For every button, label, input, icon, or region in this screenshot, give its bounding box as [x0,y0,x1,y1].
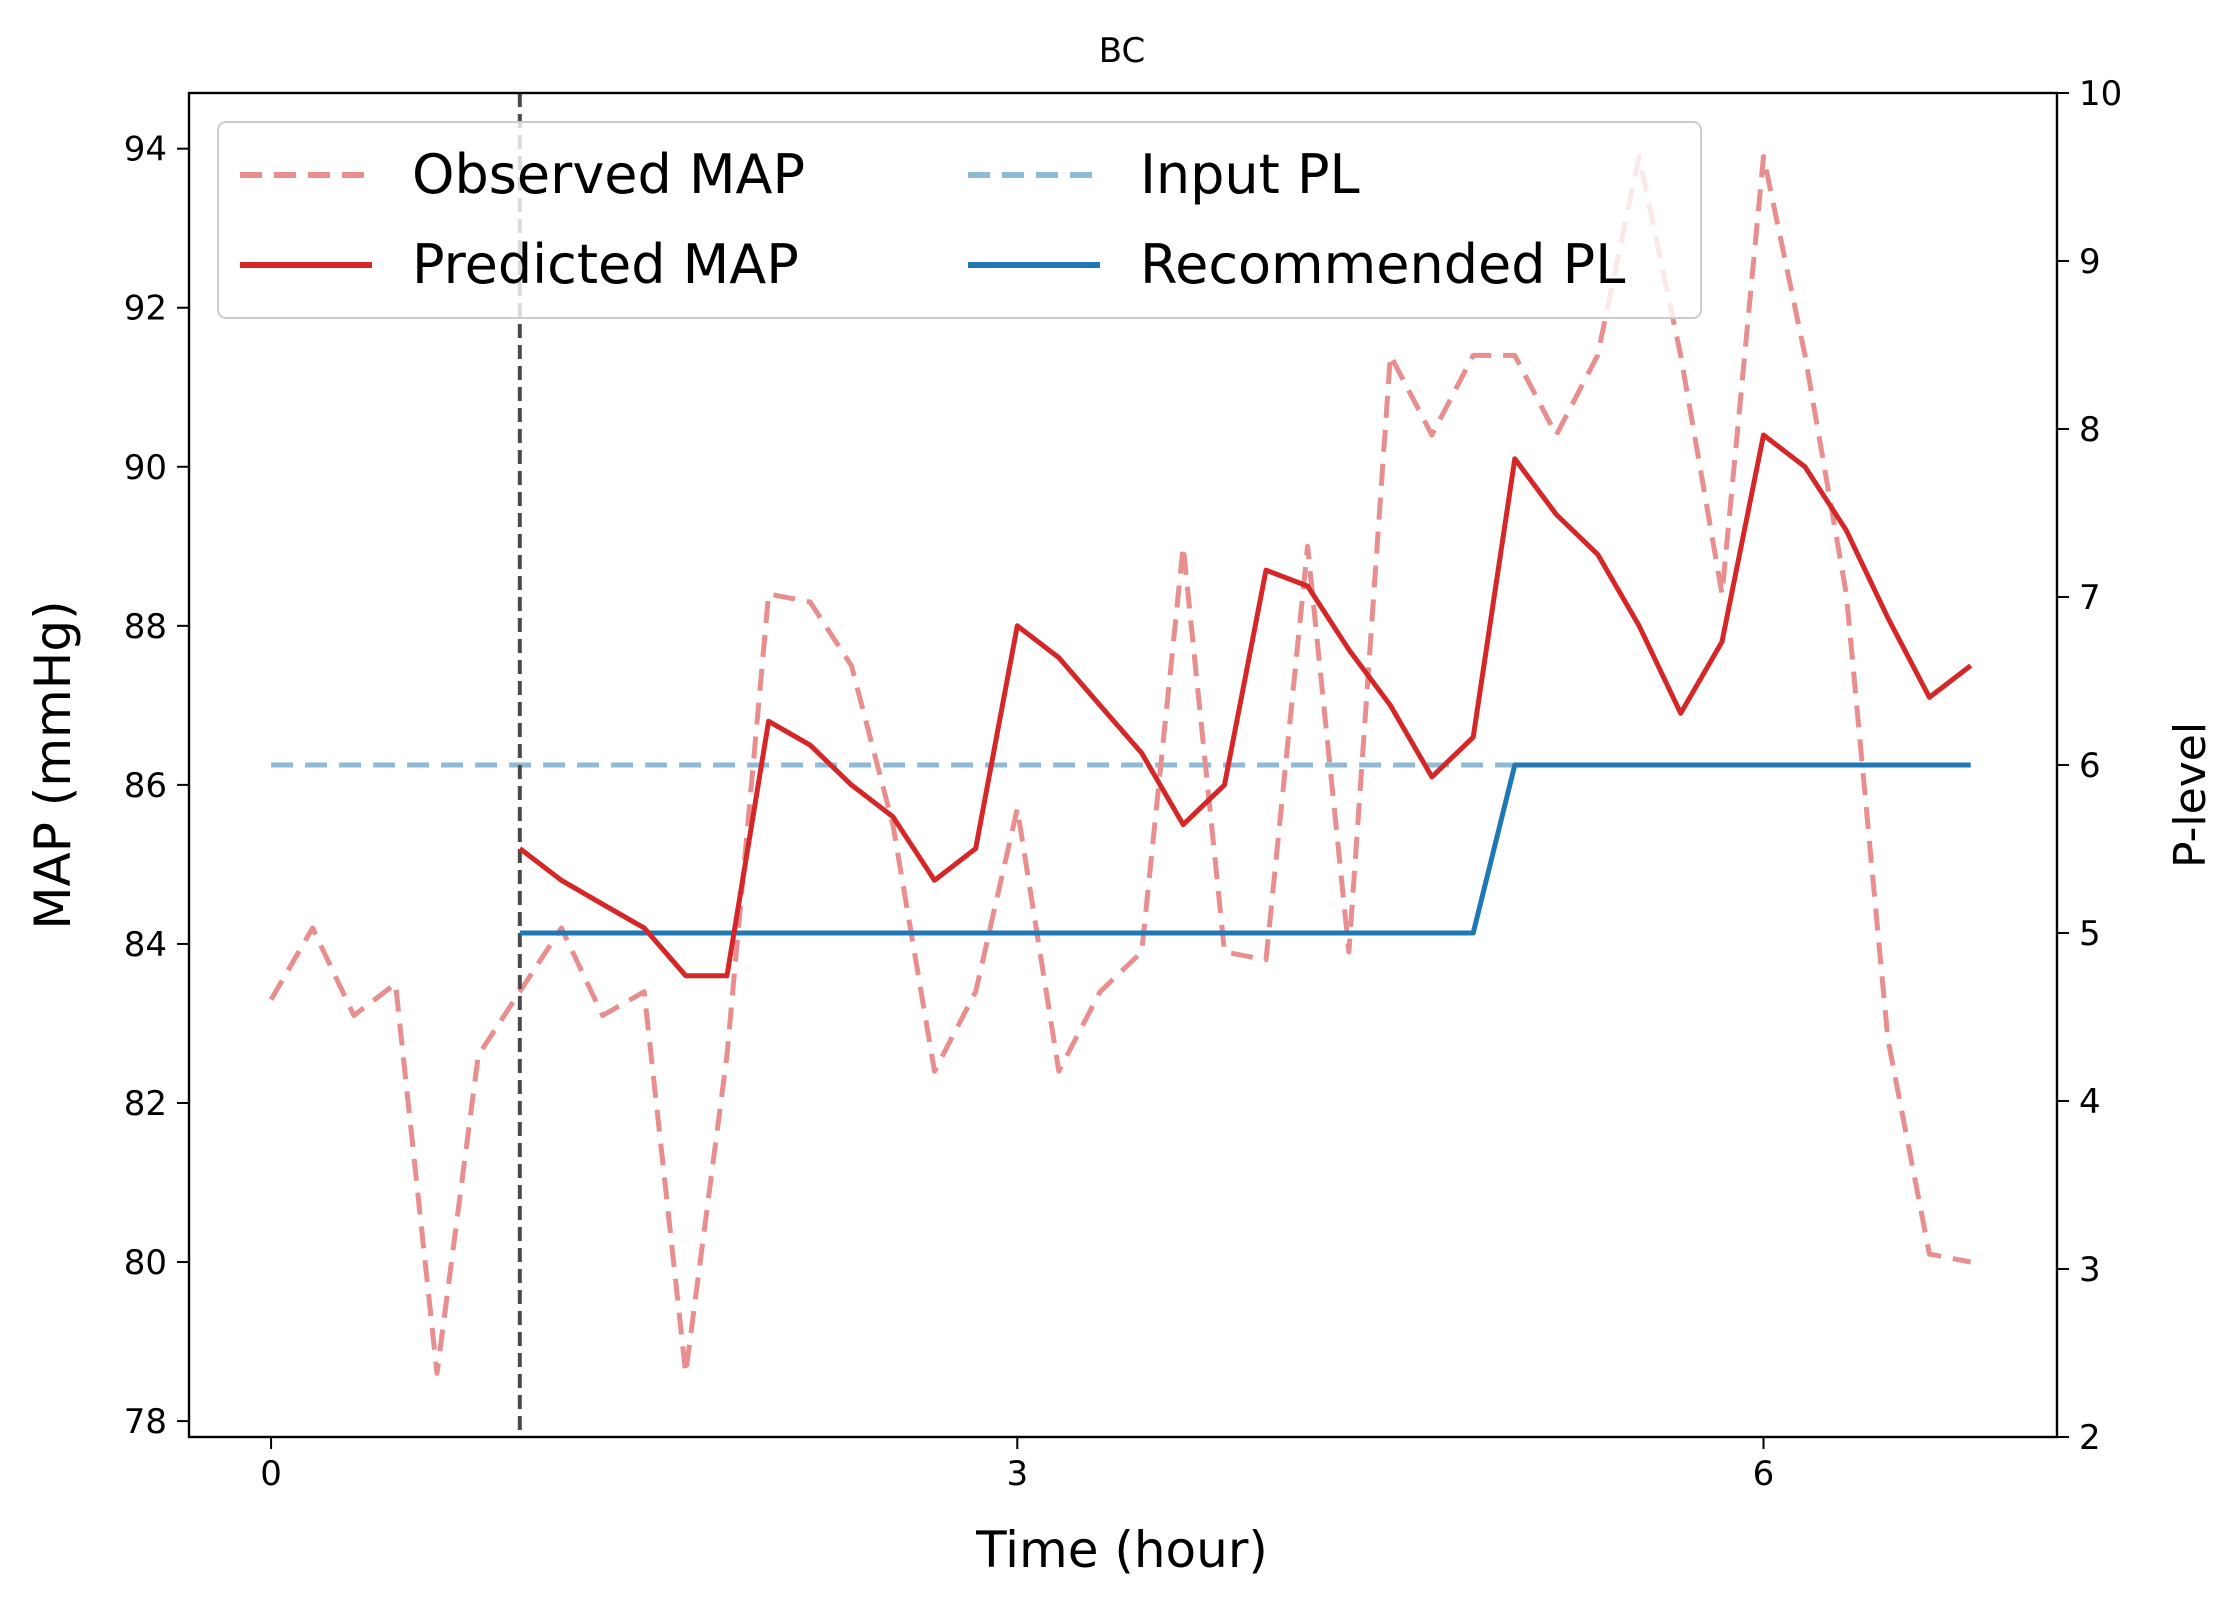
x-tick-label: 0 [260,1454,282,1494]
y2-tick-label: 8 [2079,410,2101,450]
series-line-predicted-map [518,432,1973,979]
y-tick-label: 82 [124,1084,167,1124]
legend-label-observed-map: Observed MAP [412,143,805,206]
series-line-recommended-pl [519,762,1971,936]
x-tick-label: 6 [1753,1454,1775,1494]
y2-tick-label: 9 [2079,242,2101,282]
y-tick-label: 92 [124,289,167,329]
y2-tick-label: 2 [2079,1418,2101,1458]
y2-tick-label: 3 [2079,1250,2101,1290]
y2-tick-label: 7 [2079,578,2101,618]
legend-label-input-pl: Input PL [1140,143,1360,206]
legend: Observed MAP Input PL Predicted MAP Recomme… [217,121,1702,319]
x-tick-label: 3 [1006,1454,1028,1494]
y-axis-ticks: 78 80 82 84 86 88 90 92 94 [124,130,189,1442]
y-tick-label: 80 [124,1243,167,1283]
y2-tick-label: 6 [2079,746,2101,786]
y-tick-label: 90 [124,448,167,488]
legend-label-predicted-map: Predicted MAP [412,233,799,296]
y-tick-label: 86 [124,766,167,806]
y2-tick-label: 4 [2079,1082,2101,1122]
chart-title: BC [1099,31,1145,71]
y-tick-label: 84 [124,925,167,965]
x-axis-label: Time (hour) [975,1521,1268,1579]
x-axis-ticks: 0 3 6 [260,1437,1774,1494]
y2-axis-ticks: 2 3 4 5 6 7 8 9 10 [2057,74,2122,1458]
y-tick-label: 78 [124,1402,167,1442]
legend-box [217,121,1702,319]
y-tick-label: 94 [124,130,167,170]
y2-tick-label: 10 [2079,74,2122,114]
legend-label-recommended-pl: Recommended PL [1140,233,1625,296]
y2-axis-label: P-level [2165,722,2216,868]
y2-tick-label: 5 [2079,914,2101,954]
y-axis-label: MAP (mmHg) [24,600,82,929]
y-tick-label: 88 [124,607,167,647]
